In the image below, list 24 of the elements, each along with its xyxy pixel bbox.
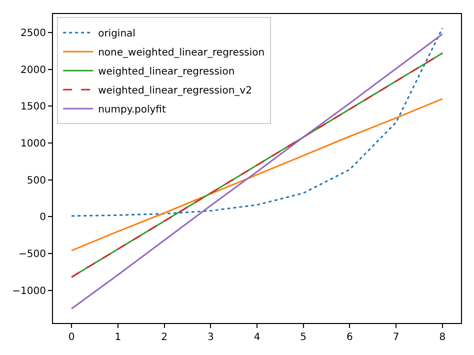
x-tick-label: 3 [207, 332, 214, 343]
legend-label: none_weighted_linear_regression [98, 47, 265, 58]
x-tick-label: 2 [161, 332, 168, 343]
y-tick-label: −1000 [12, 286, 46, 297]
legend-label: weighted_linear_regression [98, 66, 235, 78]
legend-label: numpy.polyfit [98, 104, 166, 116]
x-tick-label: 6 [346, 332, 353, 343]
x-tick-label: 4 [254, 332, 260, 343]
y-tick-label: 1500 [20, 102, 46, 113]
legend-label: original [98, 28, 136, 40]
y-tick-label: 2000 [20, 64, 46, 76]
y-tick-label: −500 [18, 249, 46, 260]
y-tick-label: 2500 [20, 28, 46, 39]
x-tick-label: 1 [114, 332, 122, 343]
y-tick-label: 500 [26, 175, 46, 186]
y-tick-label: 1000 [20, 138, 46, 150]
y-tick-label: 0 [40, 212, 46, 224]
x-tick-label: 0 [68, 332, 75, 343]
x-tick-label: 7 [392, 332, 400, 343]
x-tick-label: 8 [439, 332, 446, 343]
line-series [70, 98, 444, 252]
x-tick-label: 5 [300, 332, 307, 343]
legend-label: weighted_linear_regression_v2 [98, 85, 252, 96]
line-series [70, 27, 444, 217]
